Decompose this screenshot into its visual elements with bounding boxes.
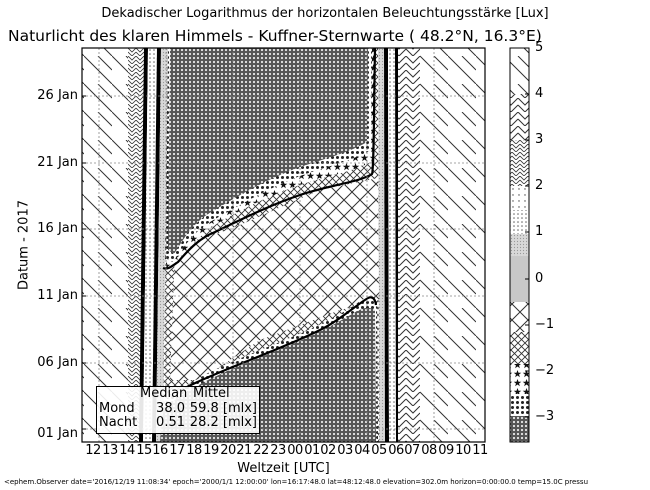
stats-box: Median Mittel Mond 38.0 59.8 [mlx] Nacht… bbox=[96, 386, 260, 434]
colorbar-tick-label: 5 bbox=[535, 40, 544, 55]
colorbar-tick-label: −1 bbox=[535, 317, 555, 332]
x-tick-label: 17 bbox=[169, 443, 185, 458]
x-tick-label: 08 bbox=[421, 443, 437, 458]
chart-suptitle: Dekadischer Logarithmus der horizontalen… bbox=[101, 6, 549, 21]
stats-header-row: Median Mittel bbox=[97, 386, 259, 402]
stats-mean-value: 28.2 [mlx] bbox=[189, 415, 257, 430]
y-axis-label: Datum - 2017 bbox=[16, 199, 32, 291]
stats-mean-value: 59.8 [mlx] bbox=[189, 400, 257, 416]
y-tick-label: 01 Jan bbox=[37, 426, 78, 441]
x-tick-label: 12 bbox=[85, 443, 101, 458]
stats-header-median: Median bbox=[140, 386, 188, 401]
colorbar-tick-label: 4 bbox=[535, 86, 544, 101]
chart-title: Naturlicht des klaren Himmels - Kuffner-… bbox=[8, 27, 542, 45]
colorbar-tick-label: −3 bbox=[535, 409, 555, 424]
colorbar-tick-label: 0 bbox=[535, 271, 544, 286]
stats-header-mean: Mittel bbox=[193, 386, 230, 401]
x-tick-label: 05 bbox=[371, 443, 387, 458]
y-tick-label: 11 Jan bbox=[37, 288, 78, 303]
y-tick-label: 21 Jan bbox=[37, 155, 78, 170]
stats-median-value: 38.0 bbox=[156, 400, 185, 416]
x-axis-label: Weltzeit [UTC] bbox=[237, 461, 330, 476]
x-tick-label: 23 bbox=[270, 443, 286, 458]
x-tick-label: 06 bbox=[388, 443, 404, 458]
x-tick-label: 13 bbox=[102, 443, 118, 458]
x-tick-label: 18 bbox=[186, 443, 202, 458]
x-tick-label: 07 bbox=[404, 443, 420, 458]
colorbar-tick-label: −2 bbox=[535, 363, 555, 378]
x-tick-label: 00 bbox=[287, 443, 303, 458]
observer-footer: <ephem.Observer date='2016/12/19 11:08:3… bbox=[4, 478, 589, 486]
x-tick-label: 15 bbox=[136, 443, 152, 458]
stats-row-label: Nacht bbox=[99, 415, 138, 430]
stats-median-value: 0.51 bbox=[156, 415, 185, 430]
stats-row-label: Mond bbox=[99, 400, 135, 416]
y-tick-label: 26 Jan bbox=[37, 88, 78, 103]
x-tick-label: 03 bbox=[337, 443, 353, 458]
x-tick-label: 11 bbox=[472, 443, 488, 458]
x-tick-label: 14 bbox=[119, 443, 135, 458]
x-tick-label: 04 bbox=[354, 443, 370, 458]
y-tick-label: 16 Jan bbox=[37, 221, 78, 236]
stats-row-nacht: Nacht 0.51 28.2 [mlx] bbox=[97, 415, 259, 431]
x-tick-label: 16 bbox=[152, 443, 168, 458]
x-tick-label: 22 bbox=[253, 443, 269, 458]
x-tick-label: 02 bbox=[320, 443, 336, 458]
x-tick-label: 01 bbox=[304, 443, 320, 458]
x-tick-label: 10 bbox=[455, 443, 471, 458]
colorbar bbox=[509, 47, 530, 443]
stats-row-mond: Mond 38.0 59.8 [mlx] bbox=[97, 400, 259, 417]
x-tick-label: 09 bbox=[438, 443, 454, 458]
stats-header-empty bbox=[97, 387, 140, 402]
colorbar-tick-label: 3 bbox=[535, 132, 544, 147]
colorbar-tick-label: 2 bbox=[535, 178, 544, 193]
colorbar-tick-label: 1 bbox=[535, 224, 544, 239]
x-tick-label: 21 bbox=[236, 443, 252, 458]
x-tick-label: 19 bbox=[203, 443, 219, 458]
x-tick-label: 20 bbox=[220, 443, 236, 458]
y-tick-label: 06 Jan bbox=[37, 355, 78, 370]
